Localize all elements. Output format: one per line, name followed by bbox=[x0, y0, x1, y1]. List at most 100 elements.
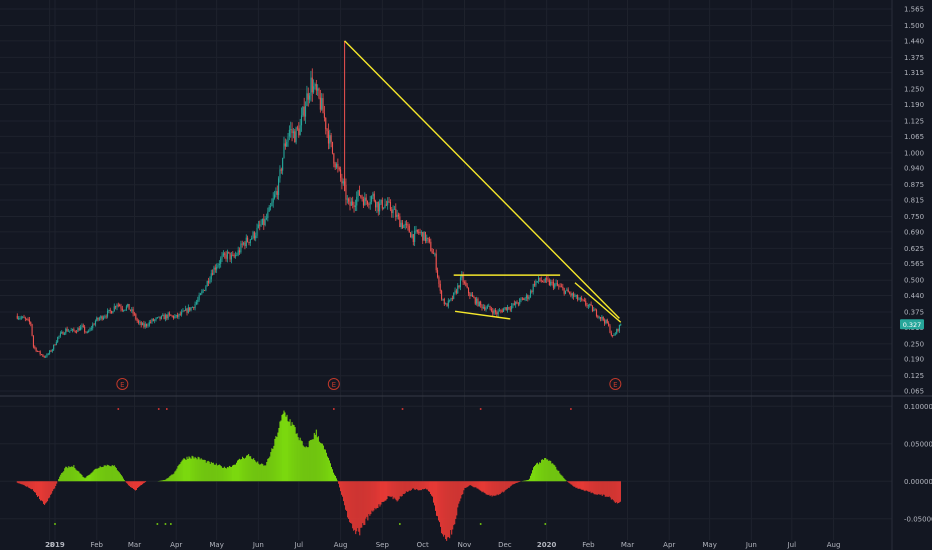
candle-body bbox=[255, 235, 257, 239]
candle-body bbox=[517, 303, 519, 305]
candle-body bbox=[287, 136, 289, 142]
price-tick-label: 0.125 bbox=[904, 372, 924, 380]
candle-body bbox=[167, 313, 169, 319]
signal-dot bbox=[479, 408, 482, 410]
price-tick-label: 1.500 bbox=[904, 22, 924, 30]
oscillator-tick-label: 0.10000 bbox=[904, 403, 932, 411]
candle-body bbox=[236, 254, 238, 256]
candle-body bbox=[198, 295, 200, 300]
candle-body bbox=[443, 299, 445, 305]
price-axis[interactable]: 1.565 1.500 1.440 1.375 1.315 1.250 1.190 1.125… bbox=[904, 6, 924, 396]
candle-body bbox=[616, 328, 618, 334]
candle-body bbox=[28, 319, 30, 323]
price-tick-label: 1.375 bbox=[904, 54, 924, 62]
candle-body bbox=[498, 310, 501, 312]
candle-body bbox=[587, 305, 589, 307]
candle-body bbox=[249, 239, 251, 243]
candle-body bbox=[125, 306, 127, 310]
signal-dot bbox=[479, 523, 482, 525]
time-tick-label: Sep bbox=[376, 541, 390, 549]
candle-body bbox=[450, 298, 452, 300]
candle-body bbox=[158, 316, 160, 318]
price-tick-label: 0.625 bbox=[904, 245, 924, 253]
candle-body bbox=[441, 290, 443, 300]
candle-body bbox=[166, 315, 168, 319]
candle-body bbox=[206, 281, 208, 287]
candle-body bbox=[474, 297, 476, 304]
price-tick-label: 1.315 bbox=[904, 69, 924, 77]
candle-body bbox=[194, 303, 196, 309]
candle-body bbox=[574, 296, 576, 298]
price-tick-label: 1.440 bbox=[904, 37, 924, 45]
candle-body bbox=[365, 197, 367, 202]
candle-body bbox=[354, 205, 356, 208]
candle-body bbox=[558, 285, 560, 287]
candle-body bbox=[379, 203, 381, 212]
oscillator-tick-label: 0.00000 bbox=[904, 478, 932, 486]
candle-body bbox=[410, 232, 412, 238]
oscillator-axis[interactable]: 0.10000 0.05000 0.00000 -0.05000 bbox=[904, 403, 932, 524]
candle-body bbox=[260, 224, 262, 226]
candle-body bbox=[512, 303, 514, 306]
candle-body bbox=[330, 135, 332, 142]
candle-body bbox=[150, 321, 152, 323]
candle-body bbox=[189, 307, 191, 311]
candle-body bbox=[594, 309, 596, 311]
candle-body bbox=[586, 304, 588, 307]
candle-body bbox=[581, 298, 583, 300]
candle-body bbox=[101, 316, 103, 320]
candle-body bbox=[404, 223, 406, 226]
candle-body bbox=[325, 117, 327, 130]
candle-body bbox=[407, 224, 409, 226]
candle-body bbox=[225, 254, 227, 259]
candle-body bbox=[174, 316, 176, 319]
grid-lines bbox=[0, 0, 892, 540]
candle-body bbox=[256, 227, 258, 236]
candle-body bbox=[162, 315, 164, 316]
candle-body bbox=[589, 304, 591, 306]
candle-body bbox=[560, 286, 563, 288]
candle-body bbox=[523, 298, 525, 300]
candle-body bbox=[38, 351, 40, 352]
candle-body bbox=[550, 281, 552, 286]
candle-body bbox=[579, 298, 581, 300]
candle-body bbox=[290, 129, 292, 131]
candle-body bbox=[472, 294, 474, 297]
candle-body bbox=[424, 232, 426, 242]
candle-body bbox=[59, 333, 61, 336]
candle-body bbox=[241, 243, 243, 245]
candle-body bbox=[313, 86, 315, 93]
candle-body bbox=[70, 330, 72, 331]
candle-body bbox=[505, 307, 507, 311]
candle-body bbox=[117, 304, 119, 306]
candle-body bbox=[451, 298, 453, 299]
candle-body bbox=[554, 284, 556, 288]
price-tick-label: 1.125 bbox=[904, 118, 924, 126]
candle-body bbox=[244, 242, 246, 247]
price-tick-label: 0.875 bbox=[904, 181, 924, 189]
candle-body bbox=[618, 324, 620, 331]
candle-body bbox=[391, 209, 393, 214]
candle-body bbox=[516, 301, 518, 304]
candle-body bbox=[342, 181, 344, 184]
current-price-tag: 0.327 bbox=[900, 319, 924, 330]
candle-body bbox=[233, 255, 235, 257]
candle-body bbox=[43, 356, 45, 358]
candle-body bbox=[218, 263, 220, 265]
candle-body bbox=[170, 314, 172, 316]
candle-body bbox=[30, 322, 32, 325]
candle-body bbox=[508, 306, 510, 309]
candle-body bbox=[61, 331, 63, 334]
candle-body bbox=[480, 301, 482, 305]
candle-body bbox=[612, 335, 614, 336]
candle-body bbox=[595, 309, 598, 316]
candle-body bbox=[66, 328, 68, 332]
candle-body bbox=[423, 232, 425, 241]
candle-body bbox=[269, 206, 272, 207]
candle-body bbox=[462, 274, 464, 283]
candle-body bbox=[292, 131, 294, 134]
candle-body bbox=[535, 281, 537, 286]
candle-body bbox=[77, 328, 79, 332]
